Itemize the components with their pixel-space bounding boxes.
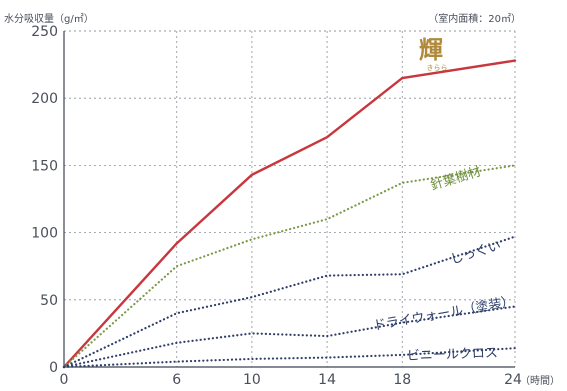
series-label-1: 針葉樹材 [429,164,483,194]
y-tick-label-200: 200 [31,91,58,107]
series-label-3: ドライウォール（塗装） [372,293,516,334]
series-lines [62,59,517,369]
brand-logo-subtext: きらら [427,64,448,72]
brand-logo-text: 輝 [419,35,443,64]
axes [63,31,515,368]
series-label-2: しっくい [449,238,503,268]
grid-lines [64,30,516,367]
x-tick-label-18: 18 [393,372,411,388]
series-line-3 [62,305,517,369]
x-axis-unit: （時間） [520,375,560,387]
y-tick-label-150: 150 [31,158,58,174]
y-tick-label-250: 250 [31,24,58,40]
y-tick-label-50: 50 [40,293,58,309]
series-line-2 [62,235,517,369]
y-tick-label-0: 0 [49,360,58,376]
series-line-4 [62,347,517,369]
y-axis-label: 水分吸収量（g/㎡） [4,13,94,25]
series-line-1 [62,164,517,369]
series-line-0 [62,59,517,369]
x-tick-label-14: 14 [318,372,336,388]
y-tick-label-100: 100 [31,226,58,242]
x-tick-label-24: 24 [504,372,522,388]
x-tick-label-6: 6 [172,372,181,388]
x-tick-label-10: 10 [243,372,261,388]
tick-labels: 0 50 100 150 200 250 0 6 10 14 18 24 [31,24,522,388]
x-tick-label-0: 0 [60,372,69,388]
series-label-4: ビニールクロス [407,346,498,364]
room-area-note: （室内面積：20㎡） [428,12,521,25]
